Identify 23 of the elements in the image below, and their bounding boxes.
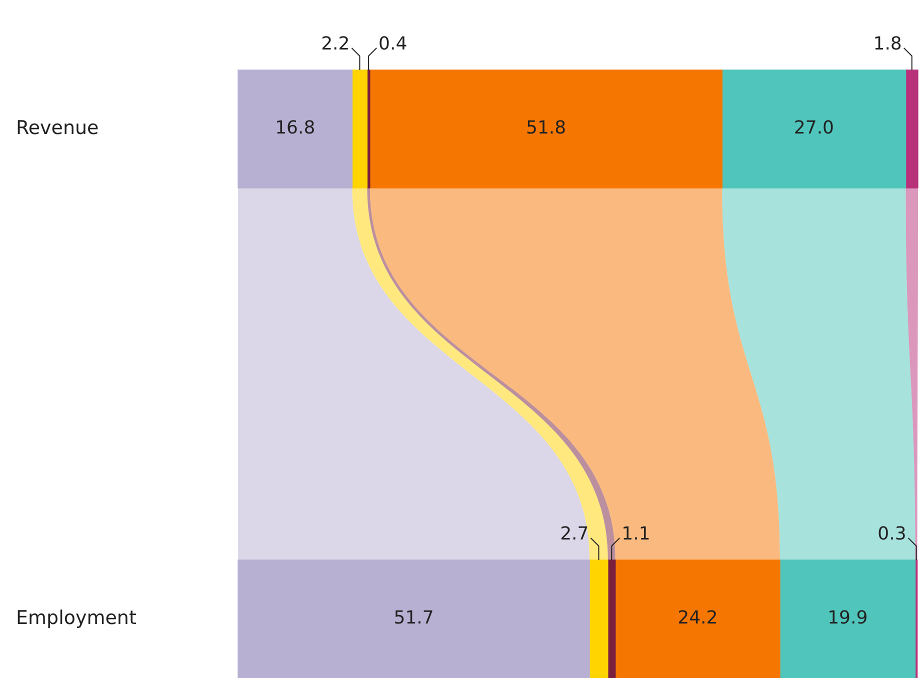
bar: [370, 70, 722, 188]
data-label: 1.8: [873, 34, 902, 55]
bar: [780, 560, 916, 678]
data-label: 2.7: [560, 524, 589, 545]
data-label: 1.1: [622, 524, 650, 545]
data-label: 19.9: [828, 608, 868, 629]
data-label: 16.8: [275, 118, 316, 139]
bar: [352, 70, 368, 188]
bar: [238, 560, 590, 678]
data-label: 0.4: [378, 34, 408, 55]
bar: [905, 70, 918, 188]
data-label: 51.8: [526, 118, 566, 139]
y-tick-label: Employment: [16, 606, 136, 629]
bar: [615, 560, 780, 678]
data-label: 0.3: [878, 524, 906, 545]
data-label: 27.0: [794, 118, 834, 139]
y-tick-label: Revenue: [16, 116, 99, 139]
data-label: 51.7: [394, 608, 434, 629]
bar: [589, 560, 608, 678]
data-label: 2.2: [321, 34, 350, 55]
data-label: 24.2: [678, 608, 718, 629]
bar: [722, 70, 906, 188]
bar: [238, 70, 353, 188]
